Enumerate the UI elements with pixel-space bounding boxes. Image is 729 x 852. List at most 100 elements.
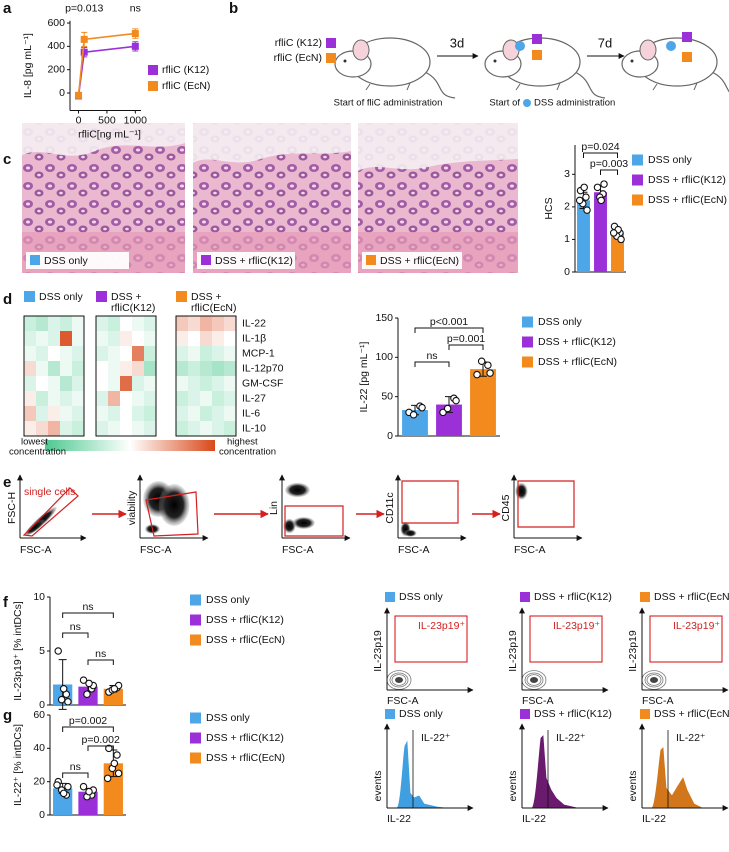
heat-cell: [132, 391, 145, 407]
data-point: [113, 751, 121, 759]
data-point: [79, 782, 88, 791]
heat-cell: [200, 406, 213, 422]
legend-swatch: [190, 712, 201, 724]
legend-label: DSS + rfliC(K12): [206, 732, 284, 744]
histogram: [531, 735, 578, 809]
heat-cell: [188, 346, 201, 362]
heat-cell: [120, 316, 133, 332]
legend-label: DSS only: [206, 594, 251, 606]
colorbar-label: lowest: [21, 437, 48, 448]
significance-bracket: [62, 612, 114, 618]
histology-label-box: [197, 252, 295, 269]
heat-cell: [212, 346, 225, 362]
data-point: [64, 698, 72, 706]
row-label: IL-22: [242, 317, 266, 329]
panel-label: a: [3, 0, 12, 17]
heat-cell: [188, 331, 201, 347]
treatment-marker: [682, 52, 692, 62]
colorbar-label: concentration: [219, 447, 276, 458]
y-tick-label: 40: [33, 742, 45, 754]
x-axis-label: FSC-A: [140, 544, 172, 556]
contour-core: [650, 677, 658, 683]
step-label: 3d: [450, 35, 464, 50]
gate-label: single cells: [24, 486, 75, 498]
y-axis-label: IL-22⁺ [% intDCs]: [12, 724, 24, 806]
significance-label: p=0.002: [69, 715, 107, 727]
y-axis-label: IL-22 [pg mL⁻¹]: [358, 341, 370, 412]
heat-cell: [212, 376, 225, 392]
gate-label: IL-23p19⁺: [553, 620, 600, 632]
histology-label-box: [362, 252, 462, 269]
x-axis-label: FSC-A: [514, 544, 546, 556]
contour: [524, 672, 544, 688]
heat-cell: [96, 361, 109, 377]
legend-label: DSS only: [648, 154, 693, 166]
heat-cell: [48, 376, 61, 392]
heat-cell: [24, 406, 37, 422]
heat-cell: [132, 316, 145, 332]
heat-cell: [108, 346, 121, 362]
legend-label: DSS + rfliC(K12): [538, 336, 616, 348]
heat-cell: [224, 331, 237, 347]
data-point: [110, 759, 119, 768]
heat-cell: [60, 331, 73, 347]
heat-cell: [24, 421, 37, 437]
heat-cell: [132, 376, 145, 392]
data-point: [443, 404, 452, 413]
heat-cell: [96, 391, 109, 407]
y-tick-label: 0: [564, 266, 570, 278]
panel-label: b: [229, 0, 238, 17]
significance-bracket: [62, 632, 89, 638]
legend-swatch: [632, 154, 643, 166]
mouse-eye: [343, 59, 347, 63]
legend-swatch: [190, 634, 201, 646]
legend-label: rfliC (K12): [275, 37, 322, 49]
data-point: [452, 396, 460, 405]
histology-lumen: [358, 123, 518, 171]
heat-cell: [120, 376, 133, 392]
y-axis-label: Lin: [268, 501, 280, 515]
group-label: rfliC(EcN): [191, 302, 237, 314]
legend-swatch: [632, 194, 643, 206]
y-tick-label: 1: [564, 233, 570, 245]
heat-cell: [96, 331, 109, 347]
heat-cell: [72, 406, 85, 422]
data-point: [473, 370, 481, 379]
data-point: [418, 403, 426, 412]
data-point: [103, 774, 112, 783]
heat-cell: [60, 316, 73, 332]
heat-cell: [24, 331, 37, 347]
significance-bracket: [87, 745, 114, 751]
histology-label: DSS + rfliC(K12): [215, 255, 293, 267]
gate: [145, 491, 199, 537]
significance-label: ns: [82, 601, 93, 613]
heat-cell: [212, 331, 225, 347]
heat-cell: [144, 331, 157, 347]
heat-cell: [212, 361, 225, 377]
legend-swatch: [520, 592, 530, 602]
heat-cell: [224, 346, 237, 362]
plot-title: DSS only: [399, 591, 444, 603]
legend-swatch: [640, 709, 650, 719]
heat-cell: [176, 406, 189, 422]
y-tick-label: 5: [39, 645, 45, 657]
density: [292, 517, 315, 529]
significance-bracket: [62, 726, 114, 732]
heat-cell: [108, 376, 121, 392]
significance-bracket: [583, 152, 618, 158]
heat-cell: [224, 361, 237, 377]
data-point: [59, 685, 68, 693]
y-tick-label: 50: [381, 390, 393, 402]
heat-cell: [188, 406, 201, 422]
heat-cell: [24, 361, 37, 377]
heat-cell: [72, 316, 85, 332]
panel-label: e: [3, 474, 11, 491]
y-axis-label: viability: [126, 490, 138, 525]
heat-cell: [108, 421, 121, 437]
contour: [389, 672, 409, 688]
legend-swatch: [522, 356, 533, 368]
legend-swatch: [326, 53, 336, 63]
y-tick-label: 10: [33, 591, 45, 603]
heat-cell: [60, 391, 73, 407]
